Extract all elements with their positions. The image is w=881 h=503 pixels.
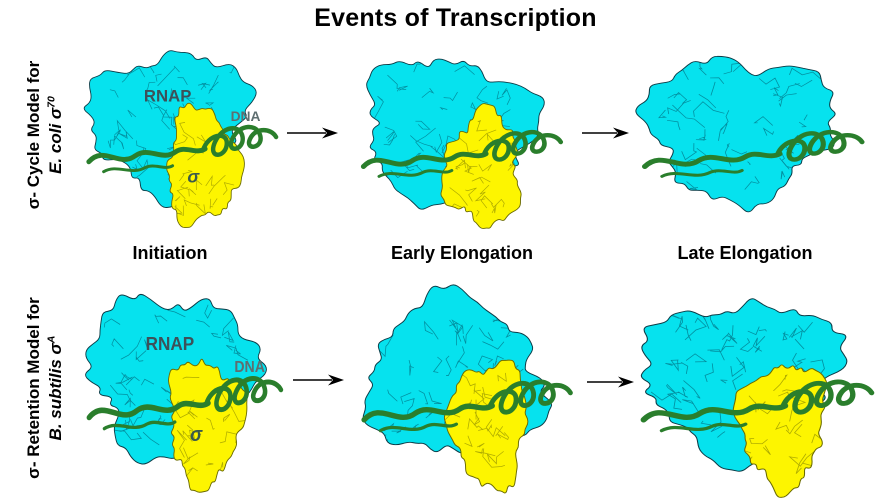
molecule-label: DNA bbox=[231, 108, 261, 124]
retention-sigma-superscript: A bbox=[45, 335, 58, 344]
structure-panel-retention-early-elongation bbox=[350, 284, 578, 503]
molecule-structure-svg bbox=[640, 298, 875, 498]
molecule-label: σ bbox=[190, 424, 203, 446]
structure-panel-retention-initiation: RNAP DNA σ bbox=[76, 281, 288, 503]
structure-panel-cycle-initiation: RNAP DNA σ bbox=[76, 40, 283, 238]
retention-sigma-symbol: σ bbox=[46, 343, 66, 355]
structure-panel-cycle-early-elongation bbox=[350, 46, 568, 242]
structure-panel-cycle-late-elongation bbox=[630, 46, 870, 242]
molecule-structure-svg bbox=[360, 58, 564, 229]
cycle-sigma-superscript: 70 bbox=[45, 96, 58, 108]
structure-panel-retention-late-elongation bbox=[628, 287, 880, 503]
cycle-species-name: E. coli bbox=[46, 123, 66, 174]
stage-label-late-elongation: Late Elongation bbox=[677, 243, 813, 263]
stage-label-early-elongation: Early Elongation bbox=[390, 243, 534, 263]
molecule-label: DNA bbox=[234, 359, 265, 376]
row-label-sigma-retention-model: σ- Retention Model for B. subtilis σA bbox=[23, 270, 69, 503]
cycle-model-label-line2: E. coli σ70 bbox=[45, 96, 66, 174]
retention-species-name: B. subtilis bbox=[46, 359, 66, 441]
molecule-label: σ bbox=[187, 167, 200, 187]
retention-model-label-line1: σ- Retention Model for bbox=[24, 297, 43, 479]
molecule-structure-svg: RNAP DNA σ bbox=[83, 50, 279, 229]
transition-arrow-icon bbox=[586, 375, 634, 389]
stage-label-initiation: Initiation bbox=[132, 243, 208, 263]
molecule-structure-svg bbox=[361, 284, 573, 494]
molecule-structure-svg bbox=[635, 55, 865, 213]
cycle-sigma-symbol: σ bbox=[46, 107, 66, 120]
transition-arrow-icon bbox=[581, 126, 629, 140]
molecule-structure-svg: RNAP DNA σ bbox=[85, 293, 284, 493]
retention-model-label-line2: B. subtilis σA bbox=[45, 335, 66, 441]
row-label-sigma-cycle-model: σ- Cycle Model for E. coli σ70 bbox=[23, 35, 69, 235]
figure-title: Events of Transcription bbox=[314, 4, 597, 32]
molecule-label: RNAP bbox=[146, 333, 195, 354]
molecule-label: RNAP bbox=[144, 86, 191, 105]
transition-arrow-icon bbox=[292, 373, 344, 387]
cycle-model-label-line1: σ- Cycle Model for bbox=[24, 60, 43, 210]
transition-arrow-icon bbox=[286, 126, 338, 140]
